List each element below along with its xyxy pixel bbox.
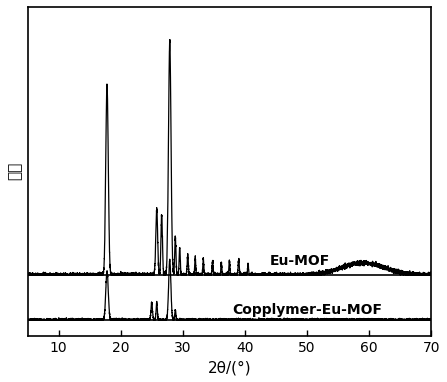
Text: Copplymer-Eu-MOF: Copplymer-Eu-MOF xyxy=(232,303,383,317)
Y-axis label: 强度: 强度 xyxy=(7,162,22,180)
X-axis label: 2θ/(°): 2θ/(°) xyxy=(207,360,251,375)
Text: Eu-MOF: Eu-MOF xyxy=(270,254,330,268)
